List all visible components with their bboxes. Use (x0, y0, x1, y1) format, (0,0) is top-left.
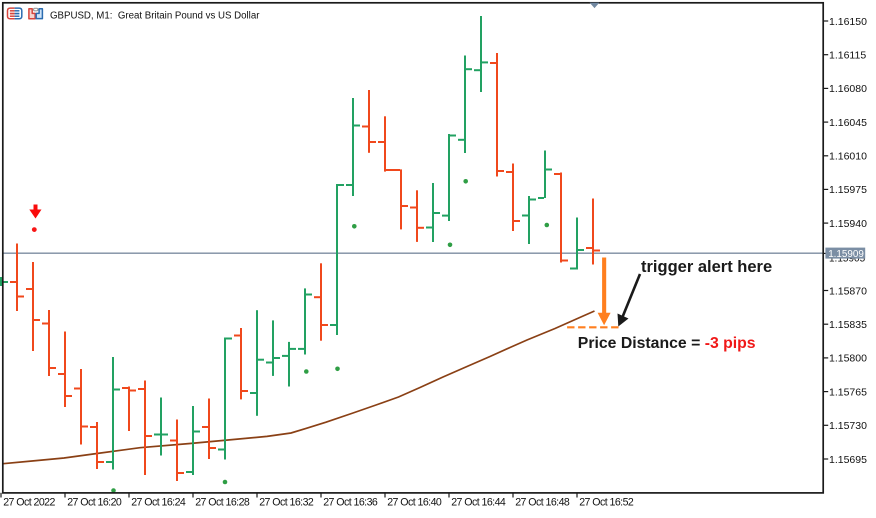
svg-text:27 Oct 16:36: 27 Oct 16:36 (323, 497, 378, 509)
svg-text:1.15940: 1.15940 (829, 218, 867, 230)
svg-text:27 Oct 16:32: 27 Oct 16:32 (259, 497, 314, 509)
svg-text:1.16010: 1.16010 (829, 151, 867, 163)
svg-text:27 Oct 16:40: 27 Oct 16:40 (387, 497, 442, 509)
svg-text:Price Distance = -3 pips: Price Distance = -3 pips (578, 335, 756, 352)
svg-text:1.16080: 1.16080 (829, 83, 867, 95)
svg-text:1.15870: 1.15870 (829, 285, 867, 297)
svg-text:1.15695: 1.15695 (829, 454, 867, 466)
svg-text:27 Oct 16:20: 27 Oct 16:20 (67, 497, 122, 509)
svg-text:1.15909: 1.15909 (828, 249, 864, 260)
svg-text:1.15975: 1.15975 (829, 184, 867, 196)
svg-text:trigger alert here: trigger alert here (641, 258, 772, 276)
svg-text:GBPUSD, M1: Great Britain Pou: GBPUSD, M1: Great Britain Pound vs US Do… (50, 11, 260, 22)
svg-text:27 Oct 16:52: 27 Oct 16:52 (579, 497, 634, 509)
svg-text:27 Oct 2022: 27 Oct 2022 (3, 497, 55, 509)
svg-text:1.15905: 1.15905 (829, 253, 866, 264)
svg-text:1.16150: 1.16150 (829, 16, 867, 28)
svg-text:27 Oct 16:24: 27 Oct 16:24 (131, 497, 186, 509)
svg-text:1.15835: 1.15835 (829, 319, 867, 331)
svg-text:27 Oct 16:44: 27 Oct 16:44 (451, 497, 506, 509)
svg-text:1.15730: 1.15730 (829, 420, 867, 432)
svg-text:1.16045: 1.16045 (829, 117, 867, 129)
svg-text:1.16115: 1.16115 (829, 50, 866, 62)
svg-text:1.15800: 1.15800 (829, 353, 867, 365)
svg-text:27 Oct 16:48: 27 Oct 16:48 (515, 497, 570, 509)
svg-text:27 Oct 16:28: 27 Oct 16:28 (195, 497, 250, 509)
svg-text:1.15765: 1.15765 (829, 386, 867, 398)
